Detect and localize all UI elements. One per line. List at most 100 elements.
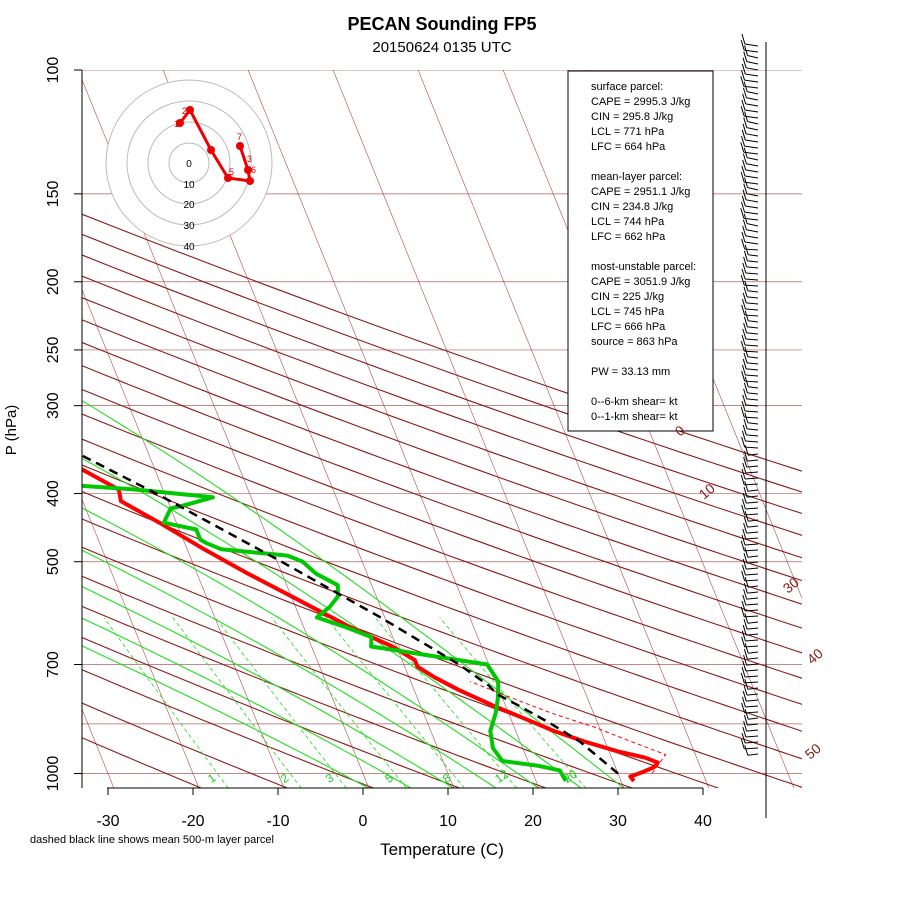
wind-barb-flag (743, 322, 748, 334)
wind-barb (746, 633, 759, 636)
wind-barb-flag (744, 346, 749, 357)
wind-barb-flag (742, 292, 747, 304)
wind-barb-flag (744, 511, 749, 522)
wind-barb (744, 549, 759, 552)
y-tick-label: 1000 (45, 756, 62, 792)
wind-barb-flag (743, 382, 748, 393)
wind-barb (747, 591, 759, 594)
mixing-ratio-label: 1 (205, 770, 219, 785)
wind-barb-flag (740, 172, 745, 183)
wind-barb-flag (741, 504, 746, 516)
wind-barb (745, 507, 759, 510)
wind-barb-flag (742, 690, 747, 702)
moist-adiabat (82, 549, 497, 788)
x-axis-label: Temperature (C) (380, 840, 504, 859)
wind-barb-flag (741, 231, 746, 243)
wind-barb (746, 193, 759, 197)
wind-barb-flag (741, 99, 746, 111)
wind-barb-flag (741, 334, 746, 346)
y-tick-label: 500 (45, 548, 62, 575)
wind-barb (744, 675, 759, 678)
wind-barb (747, 91, 759, 95)
precipitable-water: PW = 33.13 mm (591, 366, 670, 378)
hodograph-ring-label: 40 (183, 242, 195, 253)
wind-barb-flag (744, 244, 749, 255)
shear-0-6km: 0--6-km shear= kt (591, 396, 678, 408)
wind-barb-flag (740, 540, 745, 552)
isotherm-line (82, 288, 285, 788)
mixed-lcl: LCL = 744 hPa (591, 216, 665, 228)
hodograph-ring-label: 0 (186, 159, 192, 170)
wind-barb-flag (742, 558, 747, 570)
moist-adiabat (82, 507, 540, 788)
wind-barb (747, 326, 759, 329)
wind-barb (745, 537, 759, 540)
wind-barb (746, 561, 759, 564)
moist-adiabat (82, 585, 455, 788)
hodograph-point (207, 146, 215, 154)
wind-barb-flag (742, 492, 747, 504)
wind-barb-flag (742, 394, 747, 406)
wind-barb-flag (743, 286, 748, 297)
shear-0-1km: 0--1-km shear= kt (591, 411, 678, 423)
wind-barb-flag (743, 715, 748, 726)
wind-barb-flag (742, 123, 747, 134)
dry-adiabat (82, 636, 461, 788)
wind-barb-flag (742, 225, 747, 237)
wind-barb-flag (744, 280, 749, 291)
wind-barb-flag (740, 738, 745, 750)
dry-adiabat (82, 297, 802, 559)
wind-barb (744, 741, 759, 744)
wind-barb-flag (741, 468, 746, 480)
dewpoint-trace (82, 483, 568, 782)
wind-barb (747, 260, 759, 263)
wind-barb-flag (741, 400, 746, 412)
wind-barb (748, 320, 759, 323)
wind-barb (745, 603, 759, 606)
wind-barb-flag (741, 129, 746, 141)
wind-barb-flag (741, 630, 746, 642)
wind-barb-flag (741, 165, 746, 177)
wind-barb-flag (740, 106, 745, 117)
wind-barb-flag (744, 613, 749, 624)
wind-barb-flag (743, 147, 748, 158)
wind-barb (746, 663, 759, 666)
wind-barb-flag (741, 732, 746, 744)
wind-barb-flag (741, 564, 746, 576)
surface-lcl: LCL = 771 hPa (591, 126, 665, 138)
wind-barb-flag (741, 666, 746, 678)
wind-barb-flag (743, 517, 748, 528)
wind-barb (744, 513, 759, 516)
dry-adiabat (82, 605, 548, 788)
wind-barb (745, 199, 759, 203)
mixed-cin: CIN = 234.8 J/kg (591, 201, 673, 213)
wind-barb (746, 501, 759, 504)
wind-barb (744, 483, 759, 486)
wind-barb-flag (741, 696, 746, 708)
hodograph-point-label: 7 (237, 132, 242, 142)
y-axis-label: P (hPa) (3, 405, 20, 456)
wind-barb-flag (743, 388, 748, 400)
hodograph-point (186, 106, 194, 114)
wind-barb-flag (741, 636, 746, 648)
wind-barb-flag (741, 304, 746, 316)
wind-barb (745, 573, 759, 576)
wind-barb-flag (744, 745, 749, 756)
wind-barb (746, 229, 759, 233)
wind-barb (747, 157, 759, 161)
wind-barb (745, 404, 759, 407)
hodograph-ring-label: 10 (183, 180, 195, 191)
wind-barb-flag (742, 462, 747, 474)
wind-barb-flag (743, 316, 748, 327)
surface-cin: CIN = 295.8 J/kg (591, 111, 673, 123)
wind-barb-flag (742, 189, 747, 200)
isotherm-line (332, 70, 625, 788)
y-tick-label: 250 (45, 337, 62, 364)
wind-barb-flag (743, 352, 748, 363)
wind-barb (747, 356, 759, 359)
wind-barb (744, 477, 759, 480)
mu-lfc: LFC = 666 hPa (591, 321, 666, 333)
wind-barb-flag (743, 117, 748, 128)
wind-barb (746, 302, 759, 305)
chart-title: PECAN Sounding FP5 (348, 14, 537, 34)
